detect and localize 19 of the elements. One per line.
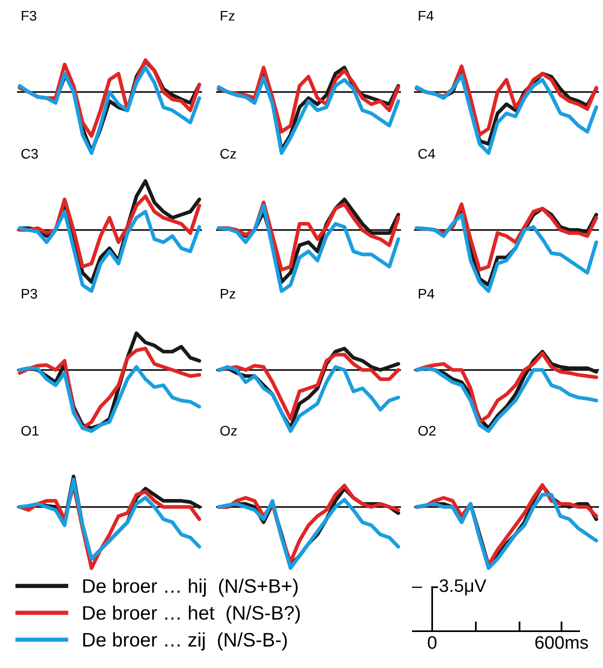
chart-title: F3 <box>22 10 36 21</box>
chart-title: C3 <box>21 148 38 159</box>
text: – <box>412 586 422 588</box>
chart-title: O2 <box>418 426 436 436</box>
chart-title: P4 <box>418 289 434 299</box>
chart-title: F4 <box>418 11 434 21</box>
legend-label: De broer … zij (N/S-B-) <box>83 632 287 650</box>
text: 600ms <box>535 636 588 649</box>
chart-title: P3 <box>22 288 38 299</box>
chart-title: Cz <box>220 148 236 159</box>
text: 0 <box>428 636 436 649</box>
chart-title: Pz <box>220 289 236 299</box>
legend-label: De broer … hij (N/S+B+) <box>83 578 298 597</box>
chart-title: Oz <box>220 426 237 436</box>
chart-title: C4 <box>418 148 436 159</box>
chart-title: O1 <box>21 426 39 436</box>
chart-title: Fz <box>220 11 234 21</box>
legend-label: De broer … het (N/S-B?) <box>83 606 300 624</box>
text: 3.5μV <box>440 579 486 596</box>
